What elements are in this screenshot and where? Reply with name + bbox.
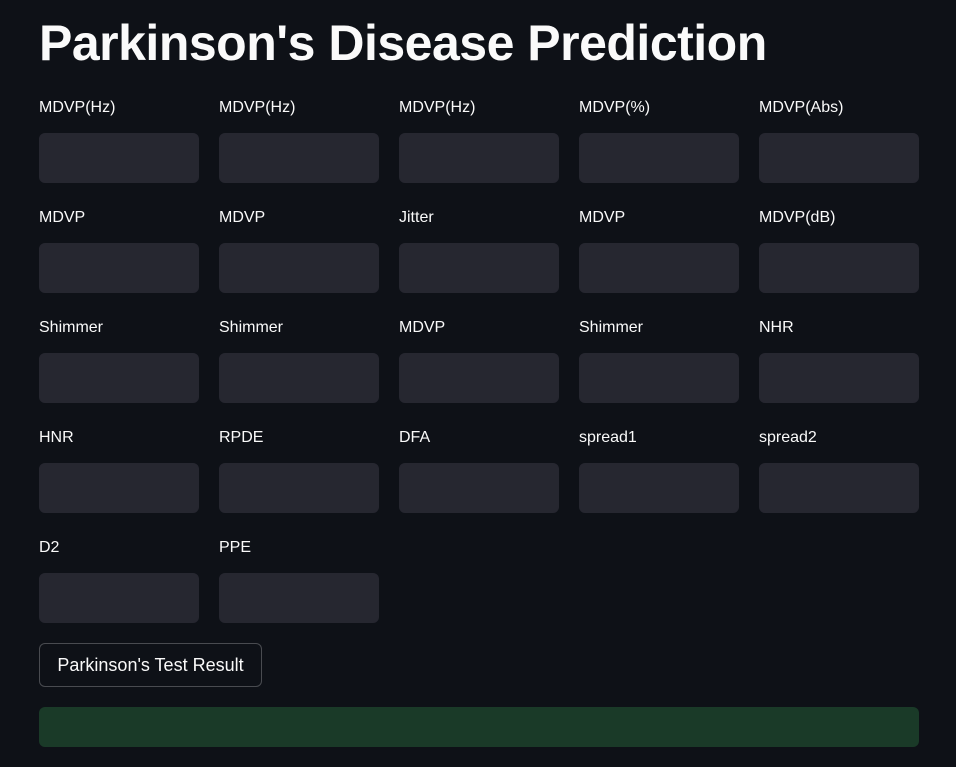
input-field: Shimmer: [579, 316, 739, 426]
text-input[interactable]: [759, 243, 919, 293]
input-field: Jitter: [399, 206, 559, 316]
text-input[interactable]: [579, 353, 739, 403]
input-field: MDVP(Hz): [399, 96, 559, 206]
input-label: NHR: [759, 319, 794, 336]
input-field: Shimmer: [39, 316, 199, 426]
text-input[interactable]: [39, 243, 199, 293]
input-label: MDVP: [579, 209, 626, 226]
text-input[interactable]: [759, 133, 919, 183]
input-label: spread2: [759, 429, 817, 446]
input-label: Shimmer: [39, 319, 104, 336]
text-input[interactable]: [759, 463, 919, 513]
input-field: spread1: [579, 426, 739, 536]
text-input[interactable]: [579, 133, 739, 183]
input-field: HNR: [39, 426, 199, 536]
input-field: PPE: [219, 536, 379, 646]
input-label: MDVP: [399, 319, 446, 336]
text-input[interactable]: [579, 243, 739, 293]
text-input[interactable]: [219, 133, 379, 183]
input-label: PPE: [219, 539, 252, 556]
input-label: D2: [39, 539, 60, 556]
text-input[interactable]: [219, 573, 379, 623]
input-field: RPDE: [219, 426, 379, 536]
input-field: MDVP: [399, 316, 559, 426]
text-input[interactable]: [39, 353, 199, 403]
page-title: Parkinson's Disease Prediction: [39, 15, 767, 71]
input-field: spread2: [759, 426, 919, 536]
input-field: NHR: [759, 316, 919, 426]
text-input[interactable]: [219, 463, 379, 513]
input-field: D2: [39, 536, 199, 646]
input-field: MDVP(%): [579, 96, 739, 206]
text-input[interactable]: [399, 243, 559, 293]
input-field: DFA: [399, 426, 559, 536]
input-label: MDVP(%): [579, 99, 651, 116]
test-result-button[interactable]: Parkinson's Test Result: [39, 643, 262, 687]
input-label: Shimmer: [579, 319, 644, 336]
text-input[interactable]: [219, 353, 379, 403]
input-label: RPDE: [219, 429, 264, 446]
input-field: MDVP: [39, 206, 199, 316]
text-input[interactable]: [399, 353, 559, 403]
input-field: MDVP(Hz): [39, 96, 199, 206]
input-field: MDVP(Hz): [219, 96, 379, 206]
input-label: MDVP: [219, 209, 266, 226]
text-input[interactable]: [39, 463, 199, 513]
text-input[interactable]: [219, 243, 379, 293]
text-input[interactable]: [39, 133, 199, 183]
input-label: Jitter: [399, 209, 434, 226]
input-label: MDVP(Hz): [219, 99, 296, 116]
input-field: Shimmer: [219, 316, 379, 426]
input-label: MDVP(Hz): [399, 99, 476, 116]
input-label: DFA: [399, 429, 431, 446]
input-label: HNR: [39, 429, 74, 446]
result-message-box: [39, 707, 919, 747]
input-label: MDVP: [39, 209, 86, 226]
text-input[interactable]: [579, 463, 739, 513]
input-label: MDVP(Abs): [759, 99, 844, 116]
input-grid: MDVP(Hz) MDVP(Hz) MDVP(Hz) MDVP(%) MDVP(Abs)…: [39, 96, 919, 646]
input-field: MDVP(Abs): [759, 96, 919, 206]
text-input[interactable]: [759, 353, 919, 403]
text-input[interactable]: [399, 463, 559, 513]
input-label: Shimmer: [219, 319, 284, 336]
input-field: MDVP: [579, 206, 739, 316]
text-input[interactable]: [39, 573, 199, 623]
input-label: MDVP(dB): [759, 209, 836, 226]
input-field: MDVP: [219, 206, 379, 316]
input-field: MDVP(dB): [759, 206, 919, 316]
input-label: spread1: [579, 429, 637, 446]
input-label: MDVP(Hz): [39, 99, 116, 116]
text-input[interactable]: [399, 133, 559, 183]
